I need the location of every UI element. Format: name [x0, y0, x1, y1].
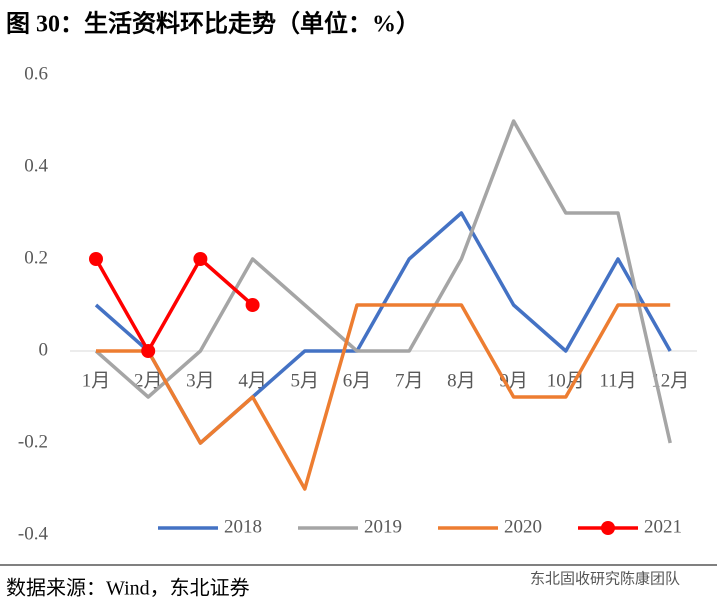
- y-tick-label: 0.6: [24, 63, 48, 84]
- x-tick-label: 7月: [395, 370, 424, 391]
- x-tick-label: 12月: [651, 370, 689, 391]
- legend-marker: [601, 521, 615, 535]
- series-line: [96, 303, 671, 491]
- x-tick-label: 10月: [547, 370, 585, 391]
- x-tick-label: 5月: [291, 370, 320, 391]
- marker: [193, 252, 208, 266]
- marker: [245, 298, 260, 312]
- chart-title: 图 30：生活资料环比走势（单位：%）: [6, 10, 420, 38]
- x-tick-label: 6月: [343, 370, 372, 391]
- series-line: [94, 257, 254, 353]
- marker: [89, 252, 103, 266]
- series-line: [94, 119, 672, 444]
- y-tick-label: 0: [39, 339, 49, 360]
- y-tick-label: -0.2: [18, 431, 48, 452]
- legend-label: 2019: [364, 516, 402, 537]
- x-tick-label: 11月: [599, 370, 636, 391]
- watermark: 东北固收研究陈康团队: [530, 569, 680, 587]
- x-tick-label: 3月: [186, 370, 215, 391]
- y-tick-label: 0.4: [24, 155, 48, 176]
- y-tick-label: 0.2: [24, 247, 48, 268]
- x-tick-label: 8月: [447, 370, 476, 391]
- legend-label: 2020: [504, 516, 542, 537]
- x-tick-label: 4月: [238, 370, 267, 391]
- legend-label: 2021: [644, 516, 682, 537]
- marker: [141, 344, 156, 358]
- legend-label: 2018: [224, 516, 262, 537]
- y-tick-label: -0.4: [18, 523, 49, 544]
- x-tick-label: 2月: [134, 370, 163, 391]
- source: 数据来源：Wind，东北证券: [6, 577, 250, 600]
- x-tick-label: 1月: [82, 370, 111, 391]
